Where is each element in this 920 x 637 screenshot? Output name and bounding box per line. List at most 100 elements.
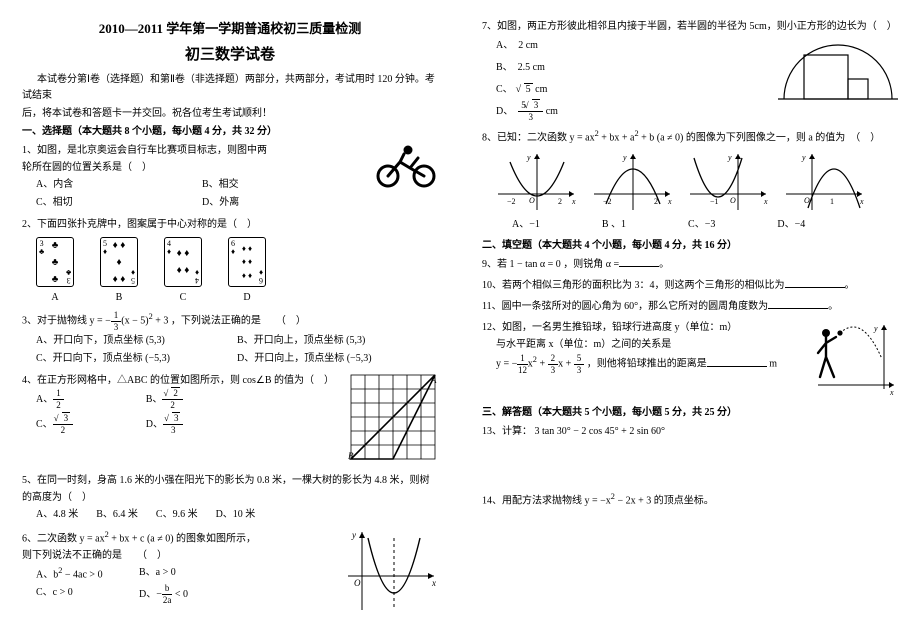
card-a-label: A bbox=[36, 289, 74, 306]
right-column: 7、如图，两正方形彼此相邻且内接于半圆，若半圆的半径为 5cm，则小正方形的边长… bbox=[460, 0, 920, 637]
question-12: xy 12、如图，一名男生推铅球，铅球行进高度 y（单位：m） 与水平距离 x（… bbox=[482, 319, 898, 401]
svg-text:x: x bbox=[667, 197, 672, 206]
q8-opt-b: B 、1 bbox=[602, 216, 626, 234]
svg-text:O: O bbox=[804, 196, 810, 205]
svg-text:1: 1 bbox=[830, 197, 834, 206]
question-4: A B C 4、在正方形网格中，△ABC 的位置如图所示，则 cos∠B 的值为… bbox=[22, 372, 438, 468]
svg-text:−2: −2 bbox=[507, 197, 516, 206]
svg-text:−1: −1 bbox=[710, 197, 719, 206]
q2-stem: 2、下面四张扑克牌中，图案属于中心对称的是（ ） bbox=[22, 216, 438, 233]
section-1-heading: 一、选择题（本大题共 8 个小题，每小题 4 分，共 32 分） bbox=[22, 124, 438, 140]
q2-cards: 3♣3♣♣♣♣ A 5♦5♦♦ ♦♦♦ ♦ B 4♦4♦♦ ♦♦ ♦ C 6♦6… bbox=[36, 237, 438, 306]
q8-options: A、−1 B 、1 C、−3 D、−4 bbox=[482, 216, 898, 234]
svg-text:−2: −2 bbox=[603, 197, 612, 206]
svg-text:x: x bbox=[571, 197, 576, 206]
q3-opt-b: B、开口向上，顶点坐标 (5,3) bbox=[237, 332, 438, 350]
q6-opt-c: C、c > 0 bbox=[36, 584, 139, 605]
card-b: 5♦5♦♦ ♦♦♦ ♦ B bbox=[100, 237, 138, 306]
q5-options: A、4.8 米 B、6.4 米 C、9.6 米 D、10 米 bbox=[22, 506, 438, 524]
card-c-label: C bbox=[164, 289, 202, 306]
q5-opt-a: A、4.8 米 bbox=[36, 506, 78, 524]
svg-text:x: x bbox=[431, 578, 436, 588]
svg-text:O: O bbox=[529, 196, 535, 205]
question-3: 3、对于抛物线 y = −13(x − 5)2 + 3 ，下列说法正确的是 （ … bbox=[22, 310, 438, 368]
q8-chart-2: x y −2 2 bbox=[592, 150, 674, 214]
q6-opt-a: A、b2 − 4ac > 0 bbox=[36, 564, 139, 584]
question-9: 9、若 1 − tan α = 0 ，则锐角 α =。 bbox=[482, 256, 898, 273]
card-a: 3♣3♣♣♣♣ A bbox=[36, 237, 74, 306]
q5-stem: 5、在同一时刻，身高 1.6 米的小强在阳光下的影长为 0.8 米，一棵大树的影… bbox=[22, 472, 438, 506]
q8-chart-3: x y O −1 bbox=[688, 150, 770, 214]
question-11: 11、圆中一条弦所对的圆心角为 60°，那么它所对的圆周角度数为。 bbox=[482, 298, 898, 315]
q1-opt-d: D、外离 bbox=[202, 194, 368, 212]
question-1: 1、如图，是北京奥运会自行车比赛项目标志，则图中两 轮所在圆的位置关系是（ ） … bbox=[22, 142, 438, 212]
q8-charts: x y O −2 2 x y −2 2 x y O −1 bbox=[496, 150, 898, 214]
q4-opt-a: A、12 bbox=[36, 389, 112, 410]
section-3-heading: 三、解答题（本大题共 5 个小题，每小题 5 分，共 25 分） bbox=[482, 405, 898, 421]
q3-options: A、开口向下，顶点坐标 (5,3) B、开口向上，顶点坐标 (5,3) C、开口… bbox=[22, 332, 438, 368]
svg-text:O: O bbox=[354, 578, 361, 588]
q12-shotput-figure: xy bbox=[812, 319, 898, 401]
title-sub: 初三数学试卷 bbox=[22, 43, 438, 64]
q3-opt-a: A、开口向下，顶点坐标 (5,3) bbox=[36, 332, 237, 350]
svg-text:y: y bbox=[727, 153, 732, 162]
q8-chart-4: x y O 1 bbox=[784, 150, 866, 214]
q5-opt-b: B、6.4 米 bbox=[96, 506, 138, 524]
svg-text:A: A bbox=[430, 375, 437, 385]
q6-opt-d: D、−b2a < 0 bbox=[139, 584, 242, 605]
svg-text:y: y bbox=[873, 324, 878, 333]
q7-stem: 7、如图，两正方形彼此相邻且内接于半圆，若半圆的半径为 5cm，则小正方形的边长… bbox=[482, 18, 898, 35]
q1-options: A、内含 B、相交 C、相切 D、外离 bbox=[22, 176, 368, 212]
card-d-label: D bbox=[228, 289, 266, 306]
card-d: 6♦6♦♦ ♦♦ ♦♦ ♦ D bbox=[228, 237, 266, 306]
question-2: 2、下面四张扑克牌中，图案属于中心对称的是（ ） 3♣3♣♣♣♣ A 5♦5♦♦… bbox=[22, 216, 438, 306]
question-6: x y O 6、二次函数 y = ax2 + bx + c (a ≠ 0) 的图… bbox=[22, 528, 438, 620]
svg-text:x: x bbox=[859, 197, 864, 206]
svg-text:y: y bbox=[351, 530, 356, 540]
q1-opt-b: B、相交 bbox=[202, 176, 368, 194]
q4-grid-figure: A B C bbox=[348, 372, 438, 468]
svg-text:O: O bbox=[730, 196, 736, 205]
intro-line-2: 后，将本试卷和答题卡一并交回。祝各位考生考试顺利！ bbox=[22, 106, 438, 122]
title-main: 2010—2011 学年第一学期普通校初三质量检测 bbox=[22, 18, 438, 37]
svg-text:y: y bbox=[622, 153, 627, 162]
q8-opt-c: C、−3 bbox=[688, 216, 715, 234]
question-13: 13、计算： 3 tan 30° − 2 cos 45° + 2 sin 60° bbox=[482, 423, 898, 440]
q6-opt-b: B、a > 0 bbox=[139, 564, 242, 584]
card-b-label: B bbox=[100, 289, 138, 306]
q4-opt-d: D、33 bbox=[146, 414, 222, 435]
svg-text:C: C bbox=[391, 461, 398, 462]
q7-semicircle-figure bbox=[778, 39, 898, 111]
q8-opt-d: D、−4 bbox=[777, 216, 805, 234]
q8-stem: 8、已知：二次函数 y = ax2 + bx + a2 + b (a ≠ 0) … bbox=[482, 127, 898, 146]
q1-opt-a: A、内含 bbox=[36, 176, 202, 194]
q4-opt-c: C、32 bbox=[36, 414, 112, 435]
svg-text:B: B bbox=[348, 451, 354, 461]
question-14: 14、用配方法求抛物线 y = −x2 − 2x + 3 的顶点坐标。 bbox=[482, 490, 898, 509]
svg-text:2: 2 bbox=[558, 197, 562, 206]
intro-line-1: 本试卷分第Ⅰ卷（选择题）和第Ⅱ卷（非选择题）两部分，共两部分，考试用时 120 … bbox=[22, 72, 438, 104]
svg-text:x: x bbox=[889, 388, 894, 395]
section-2-heading: 二、填空题（本大题共 4 个小题，每小题 4 分，共 16 分） bbox=[482, 238, 898, 254]
q5-opt-d: D、10 米 bbox=[216, 506, 256, 524]
question-8: 8、已知：二次函数 y = ax2 + bx + a2 + b (a ≠ 0) … bbox=[482, 127, 898, 234]
q3-opt-c: C、开口向下，顶点坐标 (−5,3) bbox=[36, 350, 237, 368]
card-c: 4♦4♦♦ ♦♦ ♦ C bbox=[164, 237, 202, 306]
svg-text:y: y bbox=[801, 153, 806, 162]
q3-stem: 3、对于抛物线 y = −13(x − 5)2 + 3 ，下列说法正确的是 （ … bbox=[22, 310, 438, 332]
svg-text:x: x bbox=[763, 197, 768, 206]
q8-chart-1: x y O −2 2 bbox=[496, 150, 578, 214]
q6-options: A、b2 − 4ac > 0 B、a > 0 C、c > 0 D、−b2a < … bbox=[22, 564, 242, 605]
question-10: 10、若两个相似三角形的面积比为 3：4，则这两个三角形的相似比为。 bbox=[482, 277, 898, 294]
q3-opt-d: D、开口向上，顶点坐标 (−5,3) bbox=[237, 350, 438, 368]
question-5: 5、在同一时刻，身高 1.6 米的小强在阳光下的影长为 0.8 米，一棵大树的影… bbox=[22, 472, 438, 524]
q8-opt-a: A、−1 bbox=[512, 216, 540, 234]
question-7: 7、如图，两正方形彼此相邻且内接于半圆，若半圆的半径为 5cm，则小正方形的边长… bbox=[482, 18, 898, 123]
q4-opt-b: B、22 bbox=[146, 389, 222, 410]
svg-text:y: y bbox=[526, 153, 531, 162]
q5-opt-c: C、9.6 米 bbox=[156, 506, 198, 524]
q6-parabola-figure: x y O bbox=[342, 528, 438, 620]
cycling-icon bbox=[374, 142, 438, 194]
svg-text:2: 2 bbox=[654, 197, 658, 206]
left-column: 2010—2011 学年第一学期普通校初三质量检测 初三数学试卷 本试卷分第Ⅰ卷… bbox=[0, 0, 460, 637]
